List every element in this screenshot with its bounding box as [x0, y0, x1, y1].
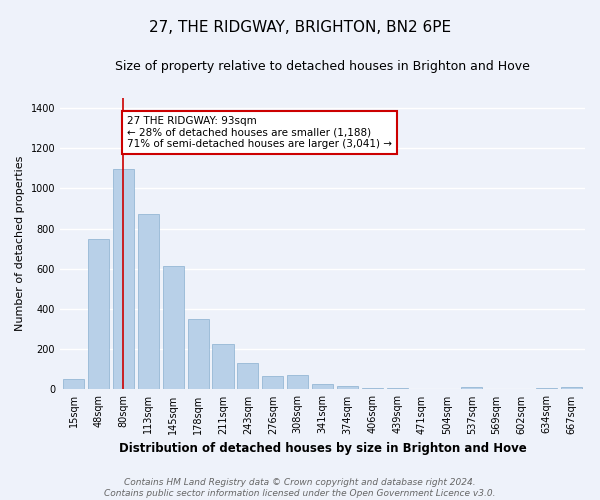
Bar: [386, 388, 408, 390]
Title: Size of property relative to detached houses in Brighton and Hove: Size of property relative to detached ho…: [115, 60, 530, 73]
Bar: [461, 388, 482, 390]
Text: 27, THE RIDGWAY, BRIGHTON, BN2 6PE: 27, THE RIDGWAY, BRIGHTON, BN2 6PE: [149, 20, 451, 35]
Bar: [337, 386, 358, 390]
Bar: [212, 344, 233, 390]
Bar: [262, 376, 283, 390]
Bar: [362, 388, 383, 390]
Bar: [312, 384, 333, 390]
Bar: [287, 376, 308, 390]
X-axis label: Distribution of detached houses by size in Brighton and Hove: Distribution of detached houses by size …: [119, 442, 526, 455]
Bar: [188, 320, 209, 390]
Bar: [163, 266, 184, 390]
Bar: [113, 169, 134, 390]
Text: Contains HM Land Registry data © Crown copyright and database right 2024.
Contai: Contains HM Land Registry data © Crown c…: [104, 478, 496, 498]
Bar: [561, 388, 582, 390]
Bar: [88, 238, 109, 390]
Bar: [138, 214, 159, 390]
Bar: [536, 388, 557, 390]
Y-axis label: Number of detached properties: Number of detached properties: [15, 156, 25, 332]
Bar: [238, 363, 259, 390]
Text: 27 THE RIDGWAY: 93sqm
← 28% of detached houses are smaller (1,188)
71% of semi-d: 27 THE RIDGWAY: 93sqm ← 28% of detached …: [127, 116, 392, 149]
Bar: [63, 380, 84, 390]
